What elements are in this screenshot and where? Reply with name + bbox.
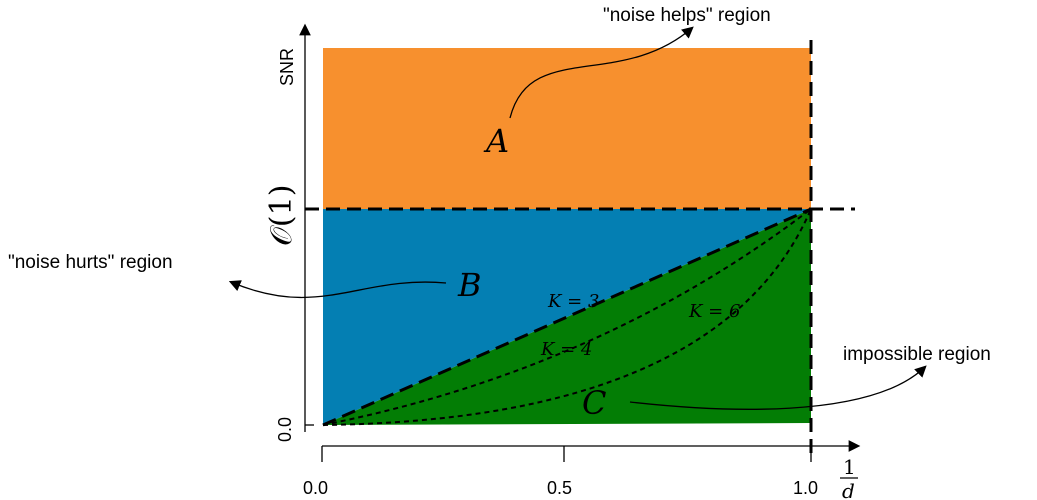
region-a-fill	[323, 48, 811, 209]
curve-k3	[322, 207, 812, 427]
x-axis-label-numerator: 1	[843, 455, 856, 479]
y-axis-label: SNR	[277, 48, 297, 86]
curve-k4-label: K = 4	[540, 339, 592, 360]
y-mark-zero: 0.0	[275, 417, 295, 442]
region-b-label: B	[457, 266, 482, 304]
curve-k6-label: K = 6	[688, 301, 740, 322]
x-tick-label-1: 1.0	[793, 478, 818, 498]
arrow-impossible	[629, 365, 927, 410]
curve-k3-label: K = 3	[547, 291, 599, 312]
annotation-noise-hurts: "noise hurts" region	[8, 252, 173, 273]
x-axis-label-denominator: d	[842, 479, 855, 500]
region-c-label: C	[582, 384, 606, 422]
annotation-noise-helps: "noise helps" region	[603, 5, 771, 26]
annotation-impossible: impossible region	[843, 344, 991, 365]
x-tick-label-0: 0.0	[303, 478, 328, 498]
arrow-noise-hurts	[228, 280, 447, 299]
y-mark-order-one: 𝒪(1)	[264, 185, 299, 246]
curve-k6	[322, 208, 812, 426]
x-tick-label-05: 0.5	[547, 478, 572, 498]
region-a-label: A	[483, 122, 509, 160]
arrow-noise-helps	[509, 26, 694, 119]
curve-k4	[322, 208, 812, 426]
